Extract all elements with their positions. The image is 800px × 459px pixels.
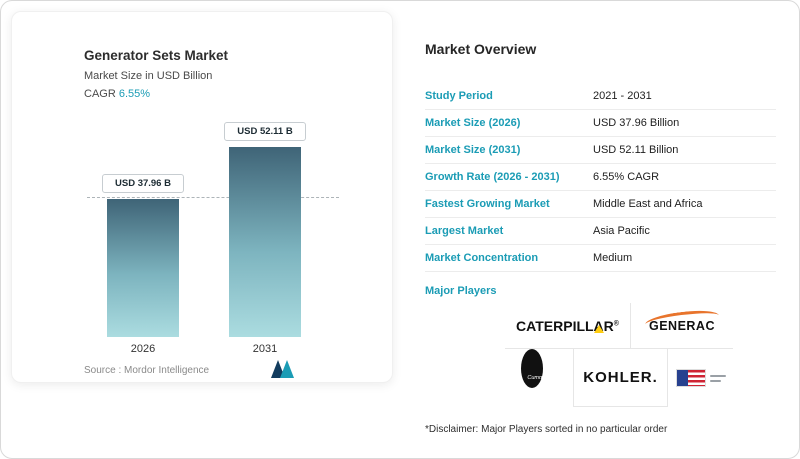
market-overview-panel: Market Overview Study Period 2021 - 2031…: [425, 41, 776, 435]
flag-canton: [676, 370, 689, 386]
cummins-c-notch: [547, 374, 559, 382]
bar-2026: [107, 199, 179, 337]
caterpillar-logo-cell: CATERPILLAR®: [505, 303, 631, 348]
bar-group-2031: USD 52.11 B: [224, 122, 306, 337]
row-label: Study Period: [425, 90, 493, 102]
flag-icon: [675, 369, 706, 387]
x-axis-label-2031: 2031: [252, 343, 278, 355]
cummins-script-text: Cummins: [527, 375, 551, 381]
disclaimer-text: *Disclaimer: Major Players sorted in no …: [425, 424, 668, 435]
major-players-logos: CATERPILLAR® GENERAC Cummins: [505, 303, 733, 407]
cummins-logo-cell: Cummins: [505, 349, 573, 407]
chart-title: Generator Sets Market: [84, 48, 229, 63]
source-line: Source : Mordor Intelligence: [84, 365, 209, 376]
overview-row-fastest-growing-market: Fastest Growing Market Middle East and A…: [425, 191, 776, 218]
overview-row-market-concentration: Market Concentration Medium: [425, 245, 776, 272]
logo-grid-row-1: CATERPILLAR® GENERAC: [505, 303, 733, 349]
major-players-label: Major Players: [425, 285, 497, 297]
overview-table: Study Period 2021 - 2031 Market Size (20…: [425, 83, 776, 272]
row-label: Largest Market: [425, 225, 504, 237]
bar-chart: USD 37.96 B USD 52.11 B: [77, 107, 347, 337]
row-value: 2021 - 2031: [593, 90, 652, 102]
overview-row-growth-rate: Growth Rate (2026 - 2031) 6.55% CAGR: [425, 164, 776, 191]
logo-grid-row-2: Cummins KOHLER.: [505, 348, 733, 407]
reference-dashed-line: [87, 197, 339, 198]
generac-wordmark: GENERAC: [648, 318, 715, 333]
cagr-line: CAGR 6.55%: [84, 88, 150, 100]
registered-mark: ®: [613, 319, 619, 327]
row-value: Asia Pacific: [593, 225, 650, 237]
cagr-value: 6.55%: [118, 88, 151, 100]
row-value: 6.55% CAGR: [593, 171, 660, 183]
x-axis-label-2026: 2026: [130, 343, 156, 355]
overview-row-market-size-2026: Market Size (2026) USD 37.96 Billion: [425, 110, 776, 137]
row-label: Market Size (2026): [425, 117, 521, 129]
cagr-label: CAGR: [84, 88, 116, 100]
row-value: Middle East and Africa: [593, 198, 703, 210]
kohler-wordmark: KOHLER.: [583, 369, 658, 386]
bar-group-2026: USD 37.96 B: [102, 174, 184, 337]
overview-row-largest-market: Largest Market Asia Pacific: [425, 218, 776, 245]
row-value: USD 37.96 Billion: [593, 117, 680, 129]
caterpillar-wordmark: CATERPILLAR: [516, 317, 614, 334]
bar-2031: [229, 147, 301, 337]
chart-subtitle: Market Size in USD Billion: [84, 70, 213, 82]
source-value: Mordor Intelligence: [124, 365, 210, 376]
row-value: Medium: [593, 252, 633, 264]
cummins-c-icon: [521, 349, 543, 388]
row-label: Growth Rate (2026 - 2031): [425, 171, 560, 183]
market-snapshot-card: Generator Sets Market Market Size in USD…: [11, 11, 393, 383]
mordor-intelligence-logo-icon: [271, 360, 294, 378]
bar-value-label: USD 37.96 B: [102, 174, 184, 193]
caterpillar-triangle-icon: [593, 324, 604, 333]
row-label: Market Size (2031): [425, 144, 521, 156]
flag-logo: [675, 369, 726, 387]
source-label: Source :: [84, 365, 122, 376]
bar-value-label: USD 52.11 B: [224, 122, 306, 141]
overview-title: Market Overview: [425, 41, 537, 57]
generac-logo: GENERAC: [644, 307, 720, 333]
row-label: Fastest Growing Market: [425, 198, 550, 210]
row-label: Market Concentration: [425, 252, 539, 264]
overview-row-study-period: Study Period 2021 - 2031: [425, 83, 776, 110]
row-value: USD 52.11 Billion: [593, 144, 679, 156]
generac-logo-cell: GENERAC: [631, 303, 733, 348]
caterpillar-logo: CATERPILLAR®: [516, 318, 619, 334]
cummins-logo: Cummins: [521, 349, 559, 396]
flag-caption-lines: [709, 374, 726, 382]
overview-row-market-size-2031: Market Size (2031) USD 52.11 Billion: [425, 137, 776, 164]
flag-logo-cell: [668, 349, 733, 407]
kohler-logo-cell: KOHLER.: [573, 348, 668, 407]
flag-stripes: [688, 370, 705, 386]
